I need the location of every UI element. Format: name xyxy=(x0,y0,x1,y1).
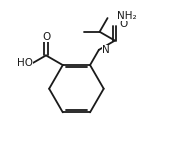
Text: NH₂: NH₂ xyxy=(117,11,137,21)
Text: HO: HO xyxy=(17,58,33,68)
Text: O: O xyxy=(42,32,50,42)
Text: N: N xyxy=(102,45,110,55)
Text: O: O xyxy=(120,19,128,29)
